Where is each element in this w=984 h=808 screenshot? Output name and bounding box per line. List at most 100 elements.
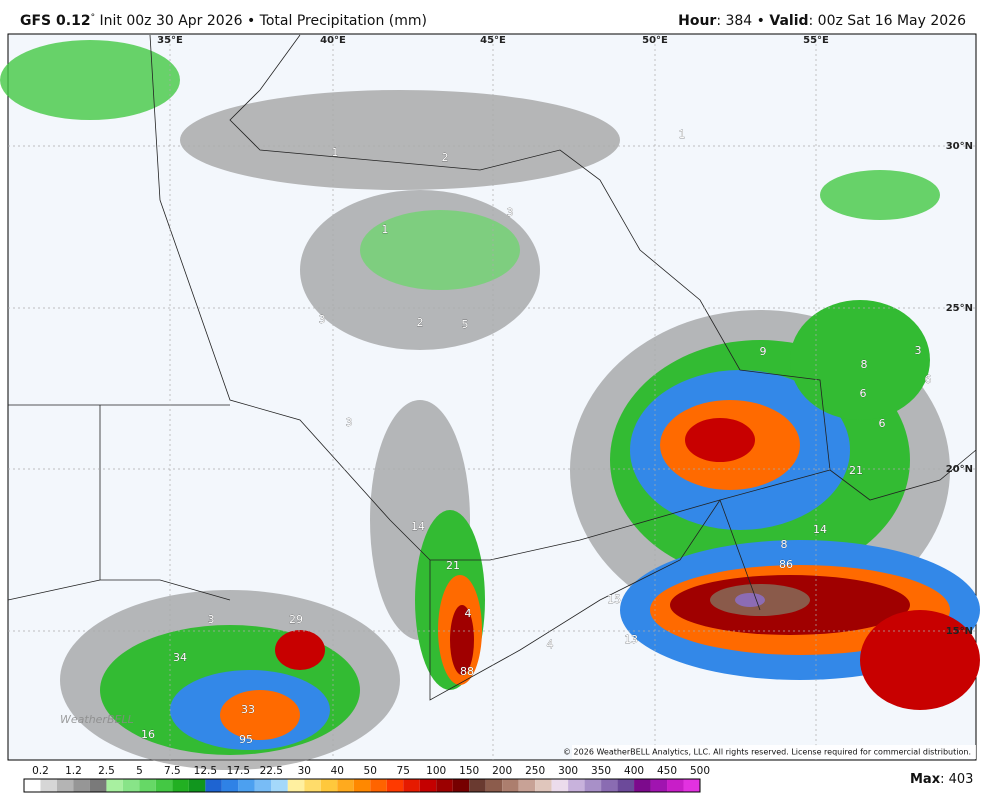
colorbar-swatch (469, 779, 486, 792)
precip-label: 21 (849, 464, 863, 477)
precip-label: 16 (141, 728, 155, 741)
colorbar-swatch (221, 779, 239, 792)
colorbar-swatch (568, 779, 585, 792)
precip-label: 3 (915, 344, 922, 357)
colorbar-label: 300 (558, 765, 578, 777)
precip-label: 21 (446, 559, 460, 572)
colorbar-label: 17.5 (227, 765, 250, 777)
colorbar-swatch (683, 779, 700, 792)
precip-label: 14 (411, 520, 425, 533)
logo: WeatherBELL (60, 713, 134, 726)
colorbar-swatch (122, 779, 140, 792)
latitude-label: 25°N (946, 303, 973, 314)
max: Max: 403 (910, 772, 973, 787)
precip-label: 86 (779, 558, 793, 571)
colorbar-label: 0.2 (32, 765, 49, 777)
colorbar-swatch (106, 779, 123, 792)
precip-label: 29 (289, 613, 303, 626)
copyright-bg (572, 745, 976, 759)
longitude-label: 45°E (480, 35, 506, 46)
colorbar-label: 30 (298, 765, 311, 777)
colorbar-swatch (535, 779, 552, 792)
colorbar-swatch (551, 779, 569, 792)
colorbar-swatch (452, 779, 470, 792)
colorbar-label: 200 (492, 765, 512, 777)
precip-label: 15 (607, 593, 621, 606)
colorbar-swatch (238, 779, 255, 792)
colorbar-label: 450 (657, 765, 677, 777)
colorbar-swatch (155, 779, 173, 792)
precip-label: 2 (417, 316, 424, 329)
precip-label: 8 (861, 358, 868, 371)
max-label: Max (910, 772, 941, 787)
map: WeatherBELL © 2026 WeatherBELL Analytics… (0, 33, 980, 770)
valid-value: : 00z Sat 16 May 2026 (809, 13, 967, 29)
colorbar-swatch (24, 779, 41, 792)
colorbar-swatch (287, 779, 305, 792)
colorbar: 0.2 1.2 2.5 5 7.5 12.5 17.5 22.5 30 40 50 75 100 150 2… (23, 765, 710, 793)
hour-label: Hour (678, 13, 716, 29)
colorbar-label: 2.5 (98, 765, 115, 777)
colorbar-swatch (139, 779, 156, 792)
colorbar-swatch (320, 779, 338, 792)
longitude-label: 50°E (642, 35, 668, 46)
header-left: GFS 0.12° Init 00z 30 Apr 2026 • Total P… (20, 13, 427, 30)
colorbar-frame (23, 778, 701, 793)
precip-label: 4 (465, 607, 472, 620)
precip-label: 6 (925, 373, 932, 386)
precip-label: 3 (346, 416, 353, 429)
header-right: Hour: 384 • Valid: 00z Sat 16 May 2026 (678, 13, 966, 29)
precip-label: 14 (813, 523, 827, 536)
colorbar-label: 12.5 (194, 765, 217, 777)
colorbar-swatch (419, 779, 437, 792)
colorbar-label: 1.2 (65, 765, 82, 777)
colorbar-swatch (254, 779, 272, 792)
colorbar-label: 250 (525, 765, 545, 777)
colorbar-label: 150 (459, 765, 479, 777)
colorbar-label: 100 (426, 765, 446, 777)
precip-label: 3 (319, 313, 326, 326)
degree: ° (91, 13, 96, 23)
precip-label: 34 (173, 651, 187, 664)
precip-label: 6 (860, 387, 867, 400)
colorbar-swatch (40, 779, 57, 792)
longitude-label: 35°E (157, 35, 183, 46)
precip-label: 4 (547, 638, 554, 651)
hour-value: : 384 • (716, 13, 769, 29)
colorbar-swatch (188, 779, 206, 792)
colorbar-label: 400 (624, 765, 644, 777)
precip-label: 3 (507, 206, 514, 219)
colorbar-swatch (584, 779, 602, 792)
precip-label: 1 (382, 223, 389, 236)
colorbar-swatch (386, 779, 404, 792)
precip-label: 9 (760, 345, 767, 358)
precip-label: 6 (879, 417, 886, 430)
colorbar-label: 350 (591, 765, 611, 777)
precip-label: 2 (442, 151, 449, 164)
colorbar-swatch (370, 779, 387, 792)
colorbar-swatch (667, 779, 684, 792)
graticule (8, 34, 976, 760)
precip-label: 33 (241, 703, 255, 716)
colorbar-swatch (403, 779, 420, 792)
colorbar-swatch (650, 779, 668, 792)
colorbar-swatch (502, 779, 519, 792)
model: GFS 0.12 (20, 13, 91, 29)
latitude-label: 20°N (946, 464, 973, 475)
colorbar-swatch (89, 779, 107, 792)
colorbar-label: 75 (397, 765, 410, 777)
colorbar-swatch (304, 779, 321, 792)
precip-label: 13 (624, 633, 638, 646)
colorbar-swatch (56, 779, 74, 792)
latitude-label: 15°N (946, 626, 973, 637)
colorbar-label: 22.5 (260, 765, 283, 777)
borders (7, 34, 977, 701)
colorbar-swatch (634, 779, 651, 792)
colorbar-swatch (518, 779, 536, 792)
colorbar-swatch (337, 779, 354, 792)
longitude-label: 40°E (320, 35, 346, 46)
precip-label: 3 (208, 613, 215, 626)
colorbar-swatch (601, 779, 618, 792)
latitude-label: 30°N (946, 141, 973, 152)
